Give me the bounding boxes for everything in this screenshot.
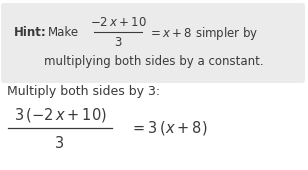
Text: Hint:: Hint: xyxy=(14,27,47,39)
Text: 3: 3 xyxy=(114,37,122,49)
Text: 3: 3 xyxy=(55,135,65,150)
Text: Make: Make xyxy=(48,27,79,39)
Text: multiplying both sides by a constant.: multiplying both sides by a constant. xyxy=(44,55,264,69)
FancyBboxPatch shape xyxy=(1,3,305,83)
Text: Multiply both sides by 3:: Multiply both sides by 3: xyxy=(7,86,160,98)
Text: $3\,(-2\,x + 10)$: $3\,(-2\,x + 10)$ xyxy=(14,106,107,124)
Text: $= x + 8$ simpler by: $= x + 8$ simpler by xyxy=(148,24,258,41)
Text: $-2\,x + 10$: $-2\,x + 10$ xyxy=(90,16,146,30)
Text: $= 3\,(x + 8)$: $= 3\,(x + 8)$ xyxy=(130,119,208,137)
